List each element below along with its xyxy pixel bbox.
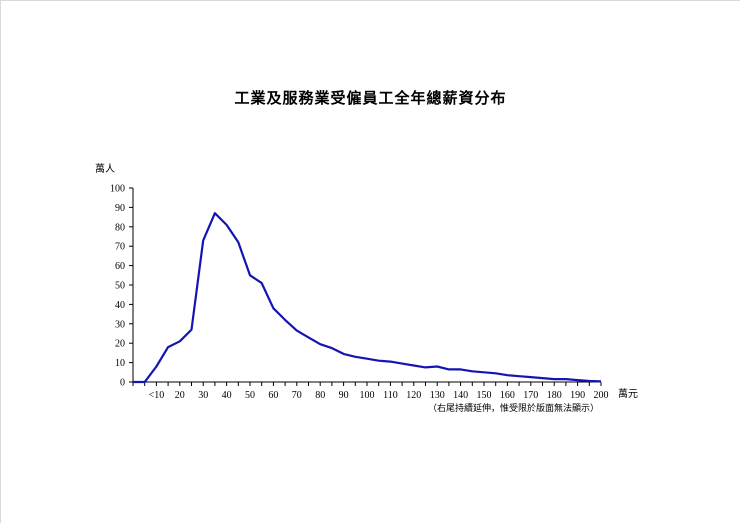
x-tick-label: 40	[222, 390, 232, 401]
y-tick-label: 30	[115, 319, 125, 330]
y-tick-label: 20	[115, 339, 125, 350]
x-tick-label: 150	[477, 390, 492, 401]
x-tick-label: 120	[406, 390, 421, 401]
y-axis-unit-label: 萬人	[95, 162, 115, 175]
y-tick-label: 40	[115, 300, 125, 311]
y-tick-label: 60	[115, 261, 125, 272]
y-tick-label: 70	[115, 242, 125, 253]
x-tick-label: 160	[500, 390, 515, 401]
x-tick-label: 200	[594, 390, 609, 401]
x-tick-label: 130	[430, 390, 445, 401]
y-tick-label: 0	[120, 378, 125, 389]
x-tick-label: 60	[268, 390, 278, 401]
x-tick-label: 170	[523, 390, 538, 401]
x-tick-label: 70	[292, 390, 302, 401]
x-tick-label: 140	[453, 390, 468, 401]
x-axis: <10 20 30 40 50 60 70 80 90 100 110 120 130 140 150 160…	[132, 381, 609, 401]
x-tick-label: 180	[547, 390, 562, 401]
x-tick-label: 80	[315, 390, 325, 401]
x-tick-label: <10	[149, 390, 165, 401]
x-axis-unit-label: 萬元	[618, 387, 638, 400]
y-tick-label: 100	[110, 184, 125, 195]
y-tick-label: 80	[115, 222, 125, 233]
chart-note: （右尾持續延伸，惟受限於版面無法顯示）	[428, 402, 599, 413]
series-layer	[133, 212, 602, 384]
y-tick-label: 10	[115, 358, 125, 369]
x-tick-label: 100	[360, 390, 375, 401]
chart-title: 工業及服務業受僱員工全年總薪資分布	[234, 89, 507, 107]
x-tick-label: 90	[339, 390, 349, 401]
series-line	[133, 212, 602, 384]
y-tick-label: 90	[115, 203, 125, 214]
x-tick-label: 190	[570, 390, 585, 401]
x-tick-label: 110	[383, 390, 398, 401]
x-tick-label: 50	[245, 390, 255, 401]
x-tick-label: 20	[175, 390, 185, 401]
x-tick-label: 30	[198, 390, 208, 401]
y-tick-label: 50	[115, 281, 125, 292]
y-axis: 0 10 20 30 40 50 60 70 80 90 100	[110, 184, 134, 389]
